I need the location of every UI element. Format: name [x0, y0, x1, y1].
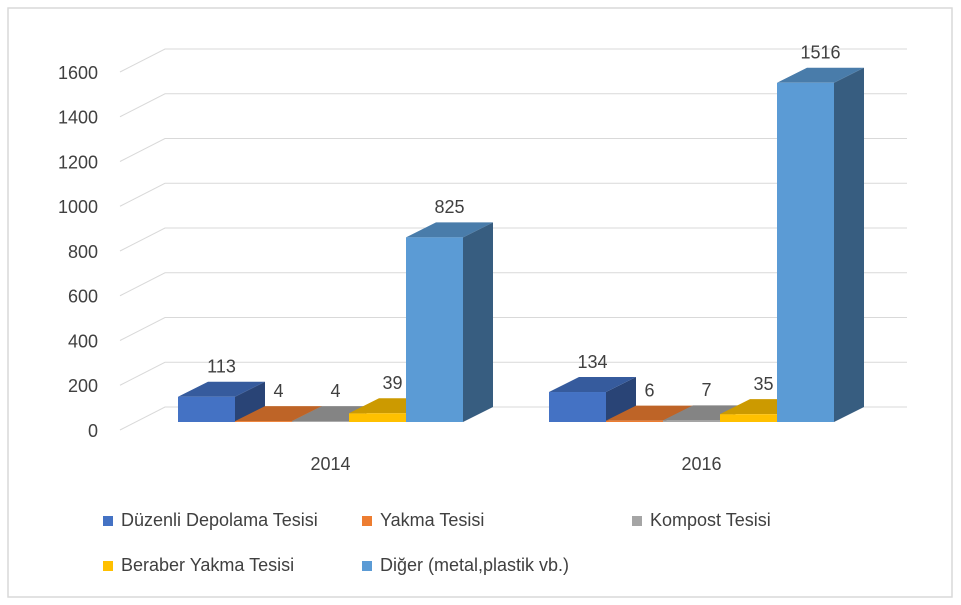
y-tick-label: 1200	[58, 152, 98, 172]
y-tick-label: 1400	[58, 108, 98, 128]
bar-side	[606, 377, 636, 422]
legend-swatch	[103, 561, 113, 571]
bar-top	[178, 381, 265, 397]
y-tick-label: 0	[88, 421, 98, 441]
legend-label: Diğer (metal,plastik vb.)	[380, 555, 569, 575]
data-label: 4	[273, 381, 283, 401]
data-label: 113	[207, 356, 236, 376]
grid-line	[119, 361, 907, 386]
grid-line	[119, 317, 907, 341]
bar-top	[606, 405, 693, 421]
data-label: 35	[753, 374, 773, 394]
grid-line	[119, 182, 907, 207]
y-tick-label: 600	[68, 287, 98, 307]
y-tick-label: 1600	[58, 63, 98, 83]
bar	[406, 237, 463, 422]
data-label: 4	[330, 381, 340, 401]
bar-top	[549, 377, 636, 393]
bar	[549, 392, 606, 422]
bar-side	[235, 381, 265, 422]
y-tick-label: 1000	[58, 197, 98, 217]
bar-side	[463, 222, 493, 422]
y-tick-label: 400	[68, 331, 98, 351]
data-label: 6	[644, 380, 654, 400]
bar	[606, 420, 663, 422]
y-tick-label: 200	[68, 376, 98, 396]
bar-top	[777, 67, 864, 83]
data-label: 825	[434, 197, 464, 217]
legend-label: Yakma Tesisi	[380, 510, 484, 530]
legend-swatch	[362, 516, 372, 526]
grid-line	[119, 93, 907, 118]
legend-label: Kompost Tesisi	[650, 510, 771, 530]
grid-line	[119, 48, 907, 73]
bar	[349, 413, 406, 422]
legend-swatch	[632, 516, 642, 526]
bar	[663, 420, 720, 422]
grid-line	[119, 272, 907, 297]
legend-swatch	[103, 516, 113, 526]
grid-line	[119, 138, 907, 162]
legend-swatch	[362, 561, 372, 571]
bar-top	[406, 222, 493, 238]
bar-side	[834, 67, 864, 423]
legend-label: Beraber Yakma Tesisi	[121, 555, 294, 575]
legend-label: Düzenli Depolama Tesisi	[121, 510, 318, 530]
bar	[720, 414, 777, 422]
bar-top	[663, 405, 750, 421]
y-tick-label: 800	[68, 242, 98, 262]
data-label: 134	[577, 352, 607, 372]
bar	[292, 421, 349, 422]
bar	[178, 396, 235, 422]
data-label: 1516	[800, 43, 840, 63]
bar	[777, 82, 834, 423]
x-tick-label: 2014	[310, 454, 350, 474]
x-tick-label: 2016	[681, 454, 721, 474]
data-label: 39	[382, 373, 402, 393]
bar-top	[235, 406, 322, 422]
data-label: 7	[701, 380, 711, 400]
grid-line	[119, 227, 907, 252]
bar	[235, 421, 292, 422]
